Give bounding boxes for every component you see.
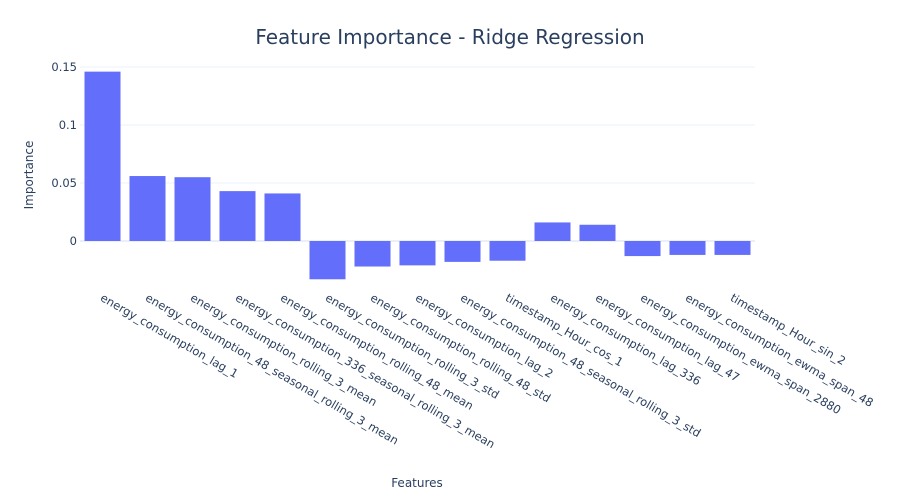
- y-tick-label: 0.15: [51, 60, 77, 74]
- bar: [579, 224, 616, 241]
- bar: [84, 71, 121, 241]
- x-axis-title: Features: [391, 476, 443, 490]
- bar: [444, 241, 481, 262]
- bar: [309, 241, 346, 280]
- bar: [219, 191, 256, 241]
- bar: [399, 241, 436, 266]
- y-tick-label: 0: [70, 234, 77, 248]
- bars: [84, 71, 751, 280]
- y-axis-title: Importance: [22, 141, 36, 210]
- chart-title: Feature Importance - Ridge Regression: [255, 25, 644, 49]
- bar: [624, 241, 661, 257]
- y-ticks: 0 0.05 0.1 0.15: [51, 60, 77, 248]
- bar: [264, 193, 301, 241]
- bar: [354, 241, 391, 267]
- bar: [534, 222, 571, 241]
- bar: [489, 241, 526, 261]
- y-tick-label: 0.05: [51, 176, 77, 190]
- bar: [174, 177, 211, 241]
- bar: [669, 241, 706, 255]
- y-tick-label: 0.1: [59, 118, 77, 132]
- bar: [129, 176, 166, 241]
- bar: [714, 241, 751, 255]
